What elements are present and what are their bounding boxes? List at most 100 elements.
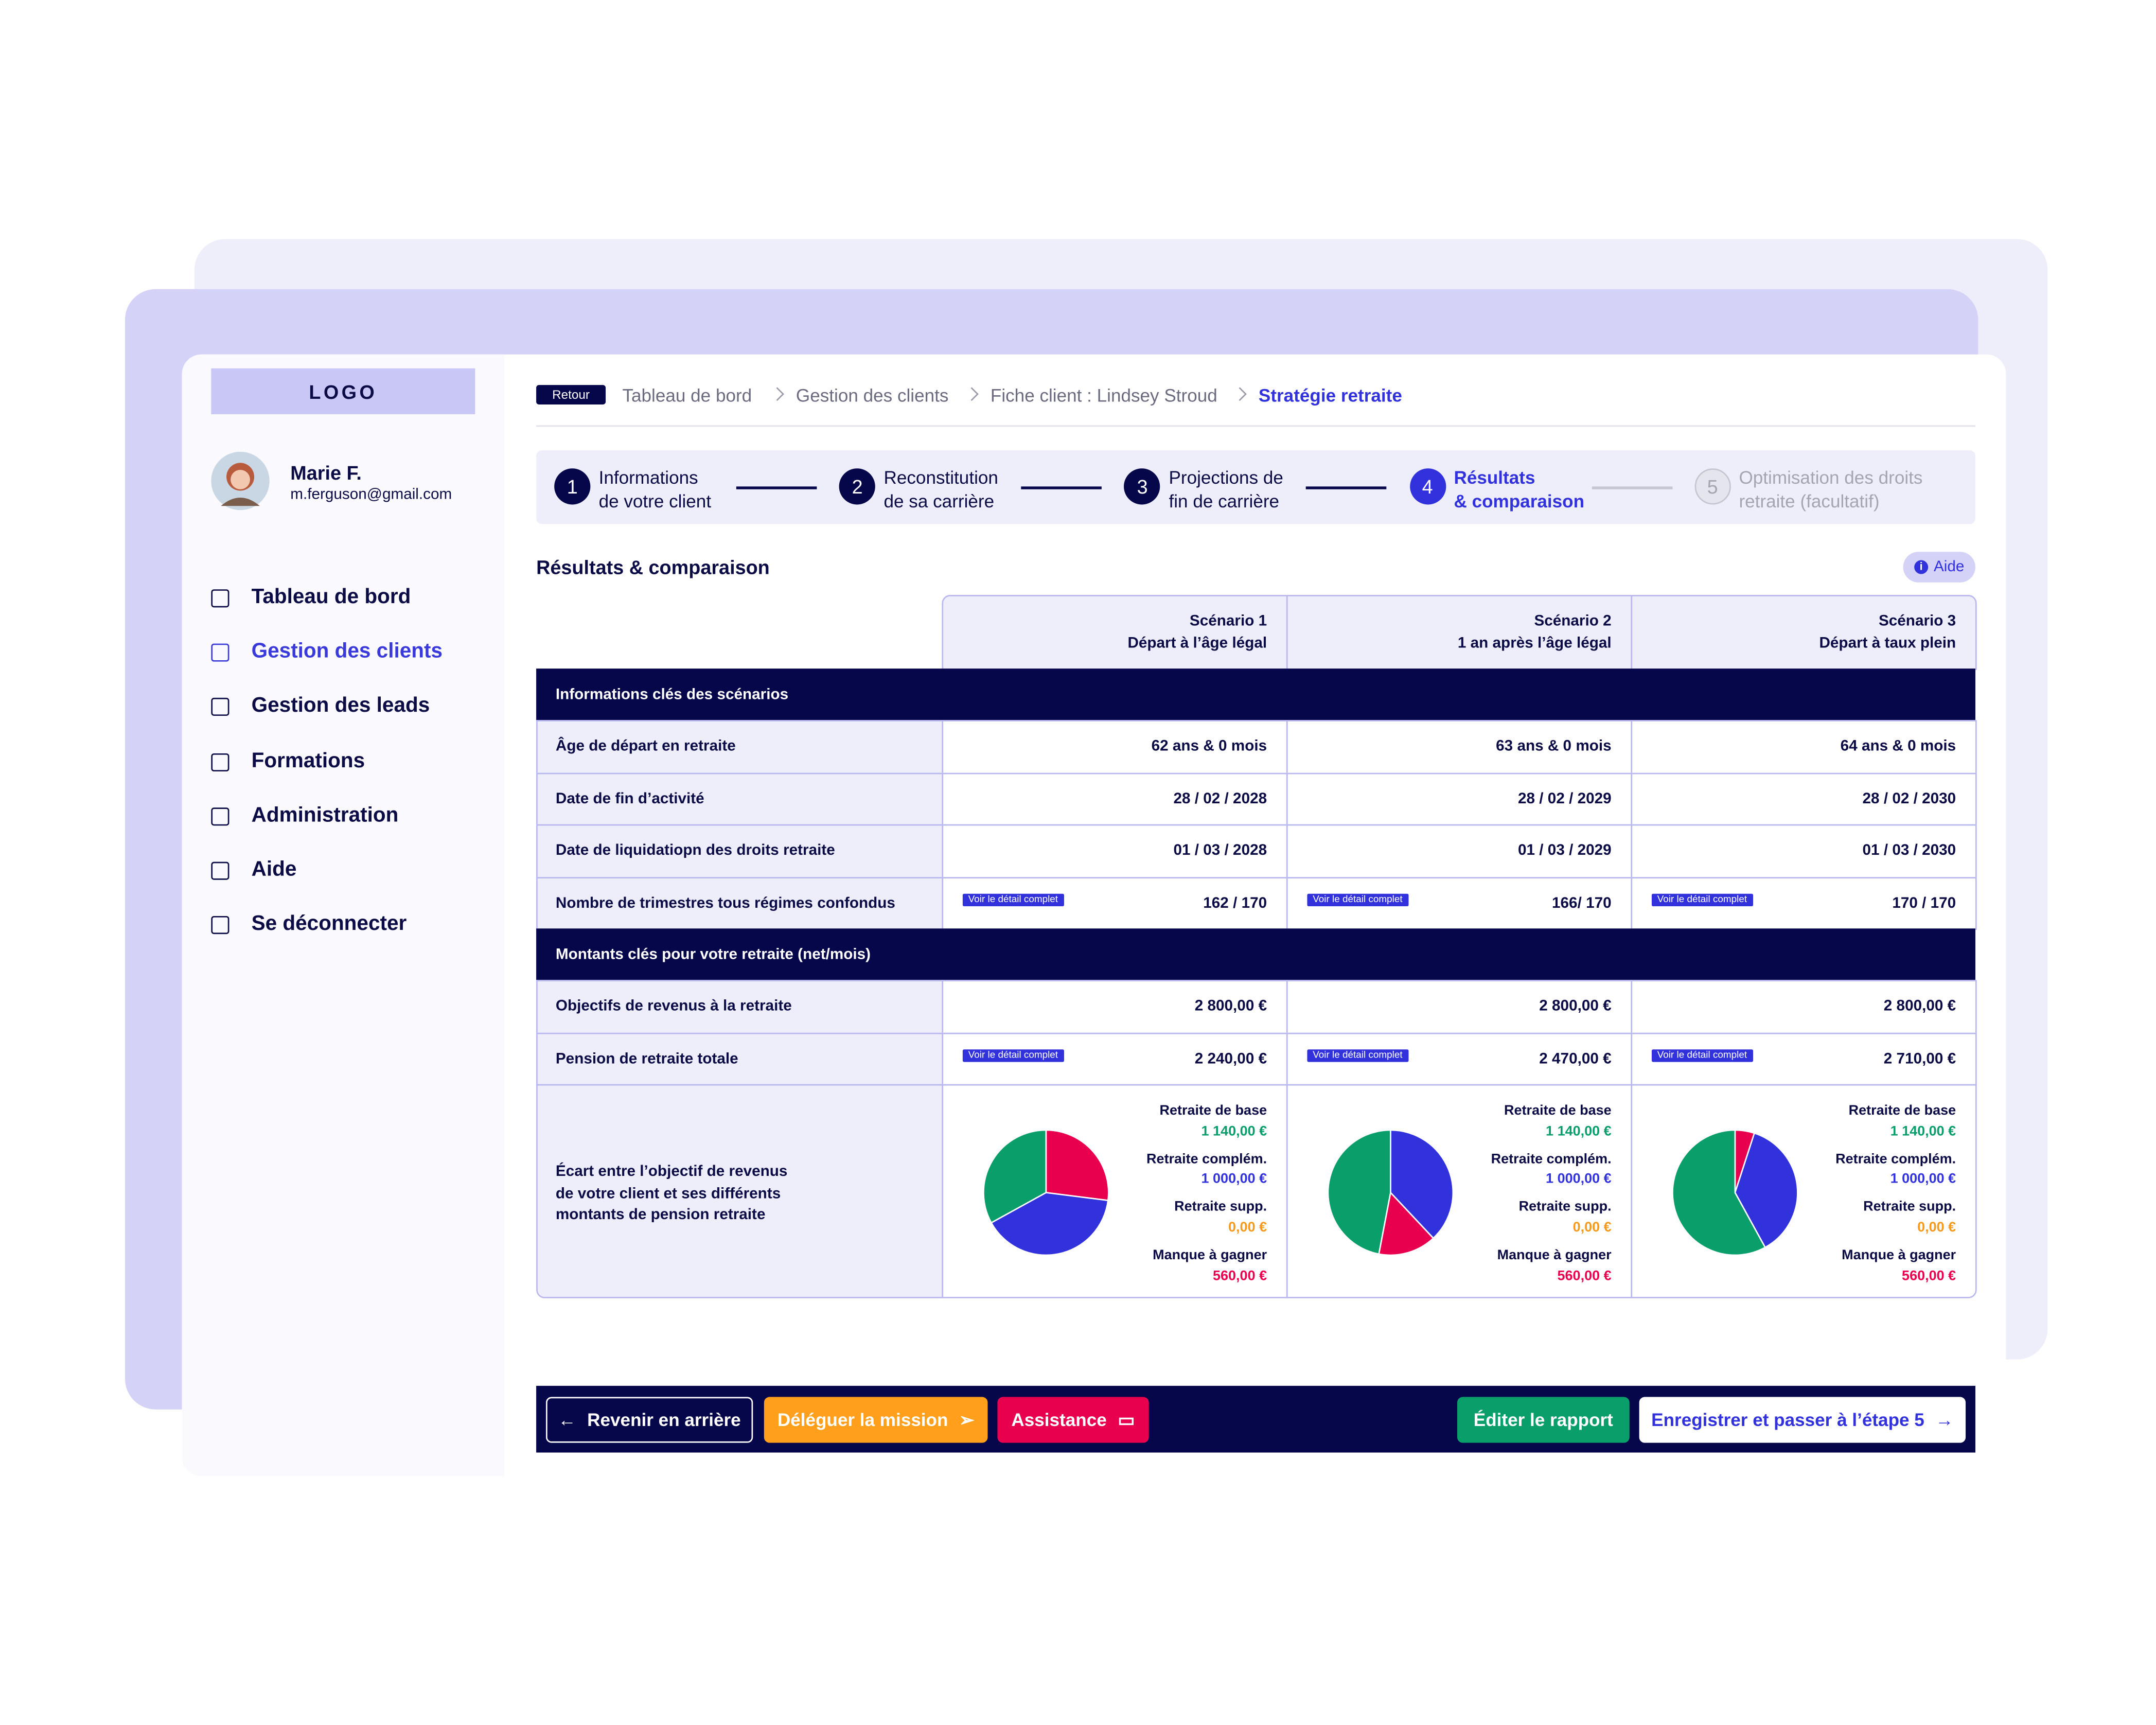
cell-value: 162 / 170 bbox=[1203, 894, 1267, 911]
detail-badge[interactable]: Voir le détail complet bbox=[1307, 893, 1408, 906]
nav-icon bbox=[211, 861, 229, 880]
step-connector bbox=[736, 486, 817, 489]
scenario-subtitle: Départ à taux plein bbox=[1819, 635, 1956, 652]
row-label: Âge de départ en retraite bbox=[555, 738, 736, 755]
step-label: Projections de bbox=[1169, 467, 1283, 488]
cell-value: 2 800,00 € bbox=[1539, 998, 1612, 1015]
row-label-cell bbox=[536, 824, 944, 878]
report-label: Éditer le rapport bbox=[1473, 1409, 1613, 1431]
step-number: 5 bbox=[1694, 468, 1731, 505]
detail-badge[interactable]: Voir le détail complet bbox=[962, 893, 1064, 906]
step-number: 4 bbox=[1409, 468, 1446, 505]
legend-value: 0,00 € bbox=[1572, 1220, 1612, 1236]
nav-item[interactable]: Gestion des leads bbox=[251, 694, 430, 718]
step-number: 2 bbox=[839, 468, 876, 505]
step-connector bbox=[1306, 486, 1387, 489]
step-label: Informations bbox=[598, 467, 698, 488]
legend-value: 560,00 € bbox=[1557, 1268, 1612, 1284]
delegate-button[interactable]: Déléguer la mission ➢ bbox=[764, 1397, 988, 1443]
detail-badge[interactable]: Voir le détail complet bbox=[1651, 893, 1753, 906]
step-label: Résultats bbox=[1454, 467, 1535, 488]
cell-value: 28 / 02 / 2029 bbox=[1518, 790, 1612, 807]
legend-value: 0,00 € bbox=[1917, 1220, 1956, 1236]
row-label: Écart entre l’objectif de revenus bbox=[555, 1164, 788, 1181]
row-label: Nombre de trimestres tous régimes confon… bbox=[555, 894, 895, 911]
breadcrumb-item[interactable]: Fiche client : Lindsey Stroud bbox=[990, 385, 1217, 406]
back-button[interactable]: ← Revenir en arrière bbox=[545, 1397, 753, 1443]
breadcrumb-item[interactable]: Gestion des clients bbox=[796, 385, 949, 406]
pie-slice bbox=[990, 1192, 1109, 1256]
pie-slice bbox=[1734, 1132, 1798, 1249]
pie-slice bbox=[983, 1130, 1047, 1224]
cell-value: 62 ans & 0 mois bbox=[1151, 738, 1267, 755]
cell-value: 01 / 03 / 2028 bbox=[1173, 842, 1267, 859]
help-pill[interactable]: i Aide bbox=[1903, 552, 1975, 583]
step-label: de sa carrière bbox=[883, 490, 995, 512]
pie-slice bbox=[1390, 1130, 1454, 1240]
cell-value: 170 / 170 bbox=[1892, 894, 1956, 911]
legend-value: 1 140,00 € bbox=[1890, 1124, 1956, 1139]
nav-icon bbox=[211, 916, 229, 935]
scenario-title: Scénario 1 bbox=[1189, 613, 1267, 630]
cell-value: 2 240,00 € bbox=[1194, 1050, 1267, 1067]
nav-item[interactable]: Gestion des clients bbox=[251, 639, 443, 663]
legend-label: Manque à gagner bbox=[1153, 1248, 1267, 1264]
next-button[interactable]: Enregistrer et passer à l’étape 5 → bbox=[1639, 1397, 1966, 1443]
nav-icon bbox=[211, 807, 229, 825]
legend-value: 0,00 € bbox=[1228, 1220, 1267, 1236]
report-button[interactable]: Éditer le rapport bbox=[1457, 1397, 1630, 1443]
group-title: Informations clés des scénarios bbox=[555, 687, 789, 703]
row-label: Date de fin d’activité bbox=[555, 790, 704, 807]
sidebar bbox=[182, 354, 504, 1476]
nav-item[interactable]: Aide bbox=[251, 857, 297, 882]
legend-label: Retraite supp. bbox=[1863, 1200, 1956, 1216]
nav-item[interactable]: Administration bbox=[251, 803, 399, 827]
detail-badge[interactable]: Voir le détail complet bbox=[1651, 1049, 1753, 1062]
nav-item[interactable]: Se déconnecter bbox=[251, 912, 407, 936]
cell-value: 01 / 03 / 2029 bbox=[1518, 842, 1612, 859]
row-label: montants de pension retraite bbox=[555, 1206, 766, 1224]
row-label: de votre client et ses différents bbox=[555, 1185, 781, 1202]
cell-value: 01 / 03 / 2030 bbox=[1862, 842, 1956, 859]
breadcrumb-divider bbox=[536, 425, 1975, 427]
row-label-cell bbox=[536, 980, 944, 1034]
legend-value: 560,00 € bbox=[1902, 1268, 1956, 1284]
assistance-button[interactable]: Assistance ▭ bbox=[997, 1397, 1149, 1443]
step-connector bbox=[1021, 486, 1102, 489]
cell-value: 2 710,00 € bbox=[1883, 1050, 1956, 1067]
nav-item[interactable]: Tableau de bord bbox=[251, 585, 411, 609]
help-label: Aide bbox=[1933, 558, 1965, 576]
assistance-label: Assistance bbox=[1011, 1409, 1107, 1431]
legend-label: Retraite supp. bbox=[1174, 1200, 1267, 1216]
cell-value: 64 ans & 0 mois bbox=[1840, 738, 1956, 755]
back-link[interactable]: Retour bbox=[536, 385, 606, 404]
value-cell bbox=[1286, 720, 1633, 774]
step-label: fin de carrière bbox=[1169, 490, 1280, 512]
cell-value: 166/ 170 bbox=[1552, 894, 1612, 911]
scenario-header bbox=[942, 595, 1288, 670]
legend-label: Retraite de base bbox=[1848, 1104, 1956, 1119]
step-connector bbox=[1591, 486, 1672, 489]
cell-value: 28 / 02 / 2030 bbox=[1862, 790, 1956, 807]
pie-slice bbox=[1045, 1130, 1109, 1202]
legend-label: Retraite complém. bbox=[1146, 1152, 1267, 1168]
legend-label: Retraite de base bbox=[1504, 1104, 1612, 1119]
section-title: Résultats & comparaison bbox=[536, 556, 770, 578]
scenario-title: Scénario 3 bbox=[1878, 613, 1956, 630]
value-cell bbox=[1286, 824, 1633, 878]
next-label: Enregistrer et passer à l’étape 5 bbox=[1651, 1409, 1924, 1431]
detail-badge[interactable]: Voir le détail complet bbox=[1307, 1049, 1408, 1062]
step-label: Optimisation des droits bbox=[1739, 467, 1923, 488]
scenario-title: Scénario 2 bbox=[1534, 613, 1612, 630]
delegate-label: Déléguer la mission bbox=[777, 1409, 948, 1431]
value-cell bbox=[1286, 980, 1633, 1034]
breadcrumb-item[interactable]: Tableau de bord bbox=[622, 385, 752, 406]
nav-item[interactable]: Formations bbox=[251, 748, 365, 772]
legend-label: Retraite supp. bbox=[1518, 1200, 1612, 1216]
legend-value: 1 000,00 € bbox=[1201, 1172, 1267, 1188]
value-cell bbox=[942, 824, 1288, 878]
pie-slice bbox=[1378, 1191, 1435, 1256]
nav-icon bbox=[211, 589, 229, 608]
detail-badge[interactable]: Voir le détail complet bbox=[962, 1049, 1064, 1062]
